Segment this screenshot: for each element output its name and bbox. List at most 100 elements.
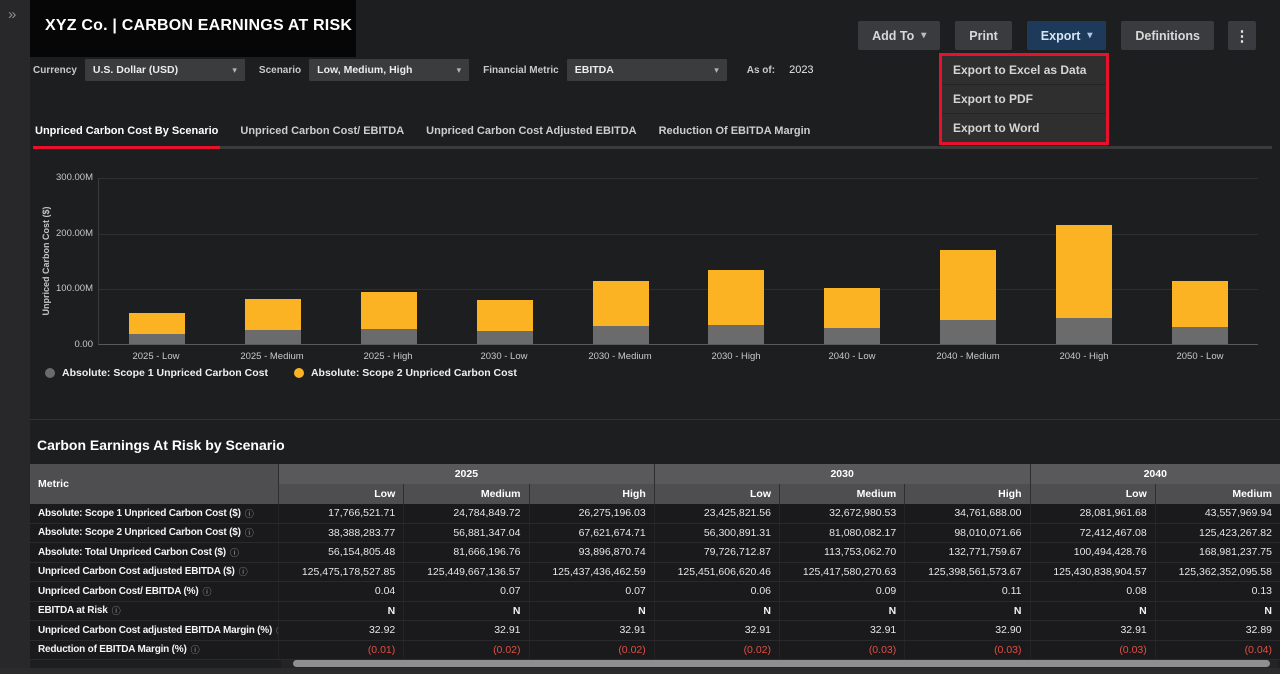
info-icon[interactable]: ⓘ	[202, 586, 212, 597]
bottom-strip	[0, 668, 1280, 674]
tab-reduction-of-ebitda-margin[interactable]: Reduction Of EBITDA Margin	[658, 125, 811, 137]
tab-unpriced-carbon-cost-adjusted-ebitda[interactable]: Unpriced Carbon Cost Adjusted EBITDA	[426, 125, 637, 137]
gridline	[99, 178, 1258, 179]
value-cell: 32.91	[1029, 621, 1155, 640]
print-button[interactable]: Print	[955, 21, 1012, 50]
filter-controls: Currency U.S. Dollar (USD) ▾ Scenario Low, M…	[33, 59, 741, 81]
export-button[interactable]: Export ▾	[1026, 21, 1107, 50]
bar-group-2025-medium	[215, 178, 331, 344]
year-group-header-2030: 2030	[653, 464, 1030, 484]
metric-column-header: Metric	[30, 464, 278, 504]
value-cell: 32.91	[528, 621, 654, 640]
info-icon[interactable]: ⓘ	[276, 624, 278, 637]
tab-unpriced-carbon-cost-ebitda[interactable]: Unpriced Carbon Cost/ EBITDA	[240, 125, 405, 137]
chevron-down-icon: ▾	[232, 64, 237, 75]
value-cell: 56,300,891.31	[653, 523, 779, 542]
add-to-button[interactable]: Add To ▾	[858, 21, 941, 50]
select-value: U.S. Dollar (USD)	[92, 64, 179, 76]
y-axis-title: Unpriced Carbon Cost ($)	[41, 206, 51, 316]
expand-sidebar-icon[interactable]: »	[8, 6, 17, 23]
filter-label: Financial Metric	[483, 64, 559, 76]
stacked-bar	[476, 299, 533, 344]
table-row: Unpriced Carbon Cost/ EBITDA (%) ⓘ 0.04 0.0…	[30, 582, 1280, 602]
value-cell: N	[1029, 601, 1155, 620]
x-axis-label: 2030 - Low	[480, 351, 528, 362]
filter-label: Currency	[33, 64, 77, 76]
table-row: Absolute: Scope 2 Unpriced Carbon Cost (…	[30, 523, 1280, 543]
metric-label: Unpriced Carbon Cost/ EBITDA (%)	[38, 585, 199, 597]
metric-cell: Unpriced Carbon Cost/ EBITDA (%) ⓘ	[30, 582, 278, 601]
scrollbar-thumb[interactable]	[293, 660, 1270, 667]
scenario-column-header: High	[904, 484, 1030, 504]
value-cell: 125,437,436,462.59	[528, 562, 654, 581]
chart-legend: Absolute: Scope 1 Unpriced Carbon Cost Ab…	[45, 367, 517, 379]
scope1-bar-segment	[824, 328, 881, 344]
table-row: Reduction of EBITDA Margin (%) ⓘ (0.01) (0.…	[30, 640, 1280, 660]
value-cell: 81,080,082.17	[779, 523, 904, 542]
value-cell: 43,557,969.94	[1154, 504, 1280, 523]
scope2-bar-segment	[1172, 280, 1229, 328]
unpriced-carbon-cost-chart: Unpriced Carbon Cost ($) 300.00M 200.00M 1…	[30, 150, 1280, 400]
value-cell: 125,398,561,573.67	[904, 562, 1029, 581]
legend-dot-icon	[293, 368, 304, 378]
value-cell: N	[528, 601, 654, 620]
info-icon[interactable]: ⓘ	[111, 606, 121, 617]
metric-cell: Absolute: Total Unpriced Carbon Cost ($)…	[30, 543, 278, 562]
menu-item-export-to-excel-as-data[interactable]: Export to Excel as Data	[942, 56, 1106, 84]
info-icon[interactable]: ⓘ	[244, 528, 254, 539]
metric-cell: Unpriced Carbon Cost adjusted EBITDA ($)…	[30, 563, 278, 582]
scope1-bar-segment	[1056, 317, 1113, 344]
x-axis-label: 2025 - High	[363, 351, 413, 362]
table-row: Absolute: Total Unpriced Carbon Cost ($)…	[30, 543, 1280, 563]
metric-label: Absolute: Scope 1 Unpriced Carbon Cost (…	[38, 507, 241, 519]
as-of-value: 2023	[789, 64, 814, 76]
value-cell: 0.13	[1154, 582, 1280, 601]
plot-area	[98, 178, 1258, 345]
y-tick-label: 100.00M	[56, 283, 93, 295]
table-row: EBITDA at Risk ⓘ N N N N N N N N	[30, 601, 1280, 621]
definitions-button[interactable]: Definitions	[1121, 21, 1214, 50]
value-cell: (0.01)	[278, 640, 403, 659]
page-title: XYZ Co. | CARBON EARNINGS AT RISK	[45, 17, 353, 34]
scenario-column-header: Low	[278, 484, 404, 504]
value-cell: 93,896,870.74	[528, 543, 654, 562]
select-value: EBITDA	[574, 64, 614, 76]
value-cell: 0.07	[528, 582, 654, 601]
more-options-button[interactable]: ⋮	[1228, 21, 1256, 50]
info-icon[interactable]: ⓘ	[244, 508, 254, 519]
scope1-bar-segment	[244, 330, 301, 344]
export-dropdown-menu: Export to Excel as Data Export to PDF Expo…	[939, 53, 1109, 145]
stacked-bar	[244, 298, 301, 344]
y-tick-label: 0.00	[74, 339, 94, 350]
value-cell: 32.90	[904, 621, 1029, 640]
stacked-bar	[128, 312, 185, 344]
metric-label: EBITDA at Risk	[38, 605, 108, 617]
info-icon[interactable]: ⓘ	[238, 567, 248, 578]
menu-item-export-to-word[interactable]: Export to Word	[942, 113, 1106, 142]
legend-item-absolute-scope-1-unpriced-carbon-cost[interactable]: Absolute: Scope 1 Unpriced Carbon Cost	[45, 367, 268, 379]
info-icon[interactable]: ⓘ	[190, 645, 200, 656]
value-cell: 23,425,821.56	[653, 504, 779, 523]
scenario-select[interactable]: Low, Medium, High ▾	[309, 59, 470, 81]
value-cell: N	[653, 601, 779, 620]
table-horizontal-scrollbar[interactable]	[281, 660, 1278, 668]
value-cell: N	[904, 601, 1029, 620]
menu-item-export-to-pdf[interactable]: Export to PDF	[942, 84, 1106, 113]
value-cell: N	[403, 601, 528, 620]
metric-cell: EBITDA at Risk ⓘ	[30, 602, 278, 621]
financial-metric-select[interactable]: EBITDA ▾	[566, 59, 727, 81]
tab-unpriced-carbon-cost-by-scenario[interactable]: Unpriced Carbon Cost By Scenario	[33, 123, 221, 149]
value-cell: 125,430,838,904.57	[1029, 562, 1155, 581]
value-cell: 34,761,688.00	[904, 504, 1029, 523]
value-cell: 28,081,961.68	[1029, 504, 1155, 523]
metric-label: Absolute: Scope 2 Unpriced Carbon Cost (…	[38, 527, 241, 539]
value-cell: 0.08	[1029, 582, 1155, 601]
value-cell: 0.06	[653, 582, 779, 601]
value-cell: 168,981,237.75	[1154, 543, 1280, 562]
value-cell: 32.91	[403, 621, 528, 640]
table-body: Absolute: Scope 1 Unpriced Carbon Cost (…	[30, 504, 1280, 660]
bar-group-2025-low	[99, 178, 215, 344]
info-icon[interactable]: ⓘ	[229, 547, 239, 558]
legend-item-absolute-scope-2-unpriced-carbon-cost[interactable]: Absolute: Scope 2 Unpriced Carbon Cost	[293, 367, 517, 379]
currency-select[interactable]: U.S. Dollar (USD) ▾	[84, 59, 245, 81]
